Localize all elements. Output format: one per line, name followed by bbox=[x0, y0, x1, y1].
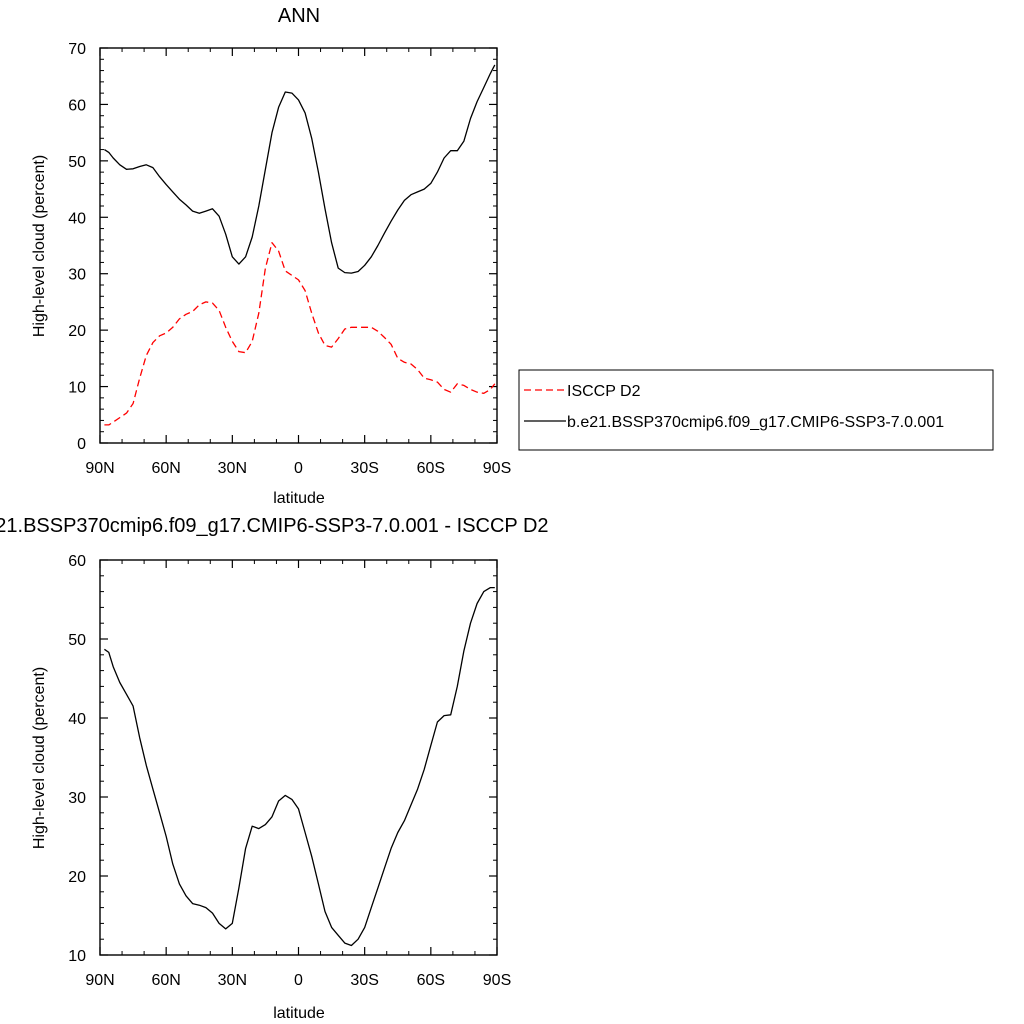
y-tick-label: 40 bbox=[68, 711, 86, 728]
y-tick-label: 50 bbox=[68, 154, 86, 171]
legend-label-isccp: ISCCP D2 bbox=[567, 383, 641, 400]
x-tick-label: 0 bbox=[294, 460, 303, 477]
bottom-panel-xlabel: latitude bbox=[273, 1005, 325, 1022]
y-tick-label: 70 bbox=[68, 41, 86, 58]
x-tick-label: 60S bbox=[417, 972, 445, 989]
x-tick-label: 60N bbox=[151, 460, 180, 477]
legend: ISCCP D2 b.e21.BSSP370cmip6.f09_g17.CMIP… bbox=[518, 369, 994, 451]
top-panel-title: ANN bbox=[278, 5, 320, 27]
top-panel-ylabel: High-level cloud (percent) bbox=[31, 155, 48, 337]
bottom-panel: b.e21.BSSP370cmip6.f09_g17.CMIP6-SSP3-7.… bbox=[0, 515, 549, 1022]
top-panel-ticks: 0 10 20 30 40 50 60 70 90N 60N 30N 0 30S 60S 90S bbox=[68, 41, 511, 477]
x-tick-label: 30N bbox=[218, 972, 247, 989]
y-tick-label: 0 bbox=[77, 436, 86, 453]
x-tick-label: 90N bbox=[85, 460, 114, 477]
y-tick-label: 10 bbox=[68, 948, 86, 965]
y-tick-label: 50 bbox=[68, 632, 86, 649]
legend-label-model: b.e21.BSSP370cmip6.f09_g17.CMIP6-SSP3-7.… bbox=[567, 414, 944, 431]
y-tick-label: 20 bbox=[68, 869, 86, 886]
top-panel-series bbox=[104, 64, 496, 426]
x-tick-label: 90N bbox=[85, 972, 114, 989]
x-tick-label: 0 bbox=[294, 972, 303, 989]
bottom-panel-ticks: 10 20 30 40 50 60 90N 60N 30N 0 30S 60S 90S bbox=[68, 553, 511, 989]
x-tick-label: 30S bbox=[350, 972, 378, 989]
top-plot-frame bbox=[99, 47, 498, 444]
series-line-isccp-d2 bbox=[104, 242, 496, 426]
y-tick-label: 20 bbox=[68, 323, 86, 340]
y-tick-label: 60 bbox=[68, 97, 86, 114]
y-tick-label: 30 bbox=[68, 267, 86, 284]
x-tick-label: 60S bbox=[417, 460, 445, 477]
series-line-difference bbox=[104, 586, 495, 947]
y-tick-label: 40 bbox=[68, 210, 86, 227]
bottom-panel-series bbox=[104, 586, 495, 947]
legend-box bbox=[518, 369, 994, 451]
top-panel-xlabel: latitude bbox=[273, 490, 325, 507]
bottom-panel-title: b.e21.BSSP370cmip6.f09_g17.CMIP6-SSP3-7.… bbox=[0, 515, 549, 537]
x-tick-label: 90S bbox=[483, 460, 511, 477]
y-tick-label: 60 bbox=[68, 553, 86, 570]
y-tick-label: 30 bbox=[68, 790, 86, 807]
top-panel: ANN 0 10 20 30 40 50 60 70 90N 60N 30N 0 30S 60S 90S l… bbox=[31, 5, 511, 507]
x-tick-label: 30N bbox=[218, 460, 247, 477]
x-tick-label: 60N bbox=[151, 972, 180, 989]
bottom-panel-ylabel: High-level cloud (percent) bbox=[31, 667, 48, 849]
y-tick-label: 10 bbox=[68, 380, 86, 397]
x-tick-label: 90S bbox=[483, 972, 511, 989]
bottom-plot-frame bbox=[99, 559, 498, 956]
series-line-b bbox=[104, 64, 496, 274]
x-tick-label: 30S bbox=[350, 460, 378, 477]
